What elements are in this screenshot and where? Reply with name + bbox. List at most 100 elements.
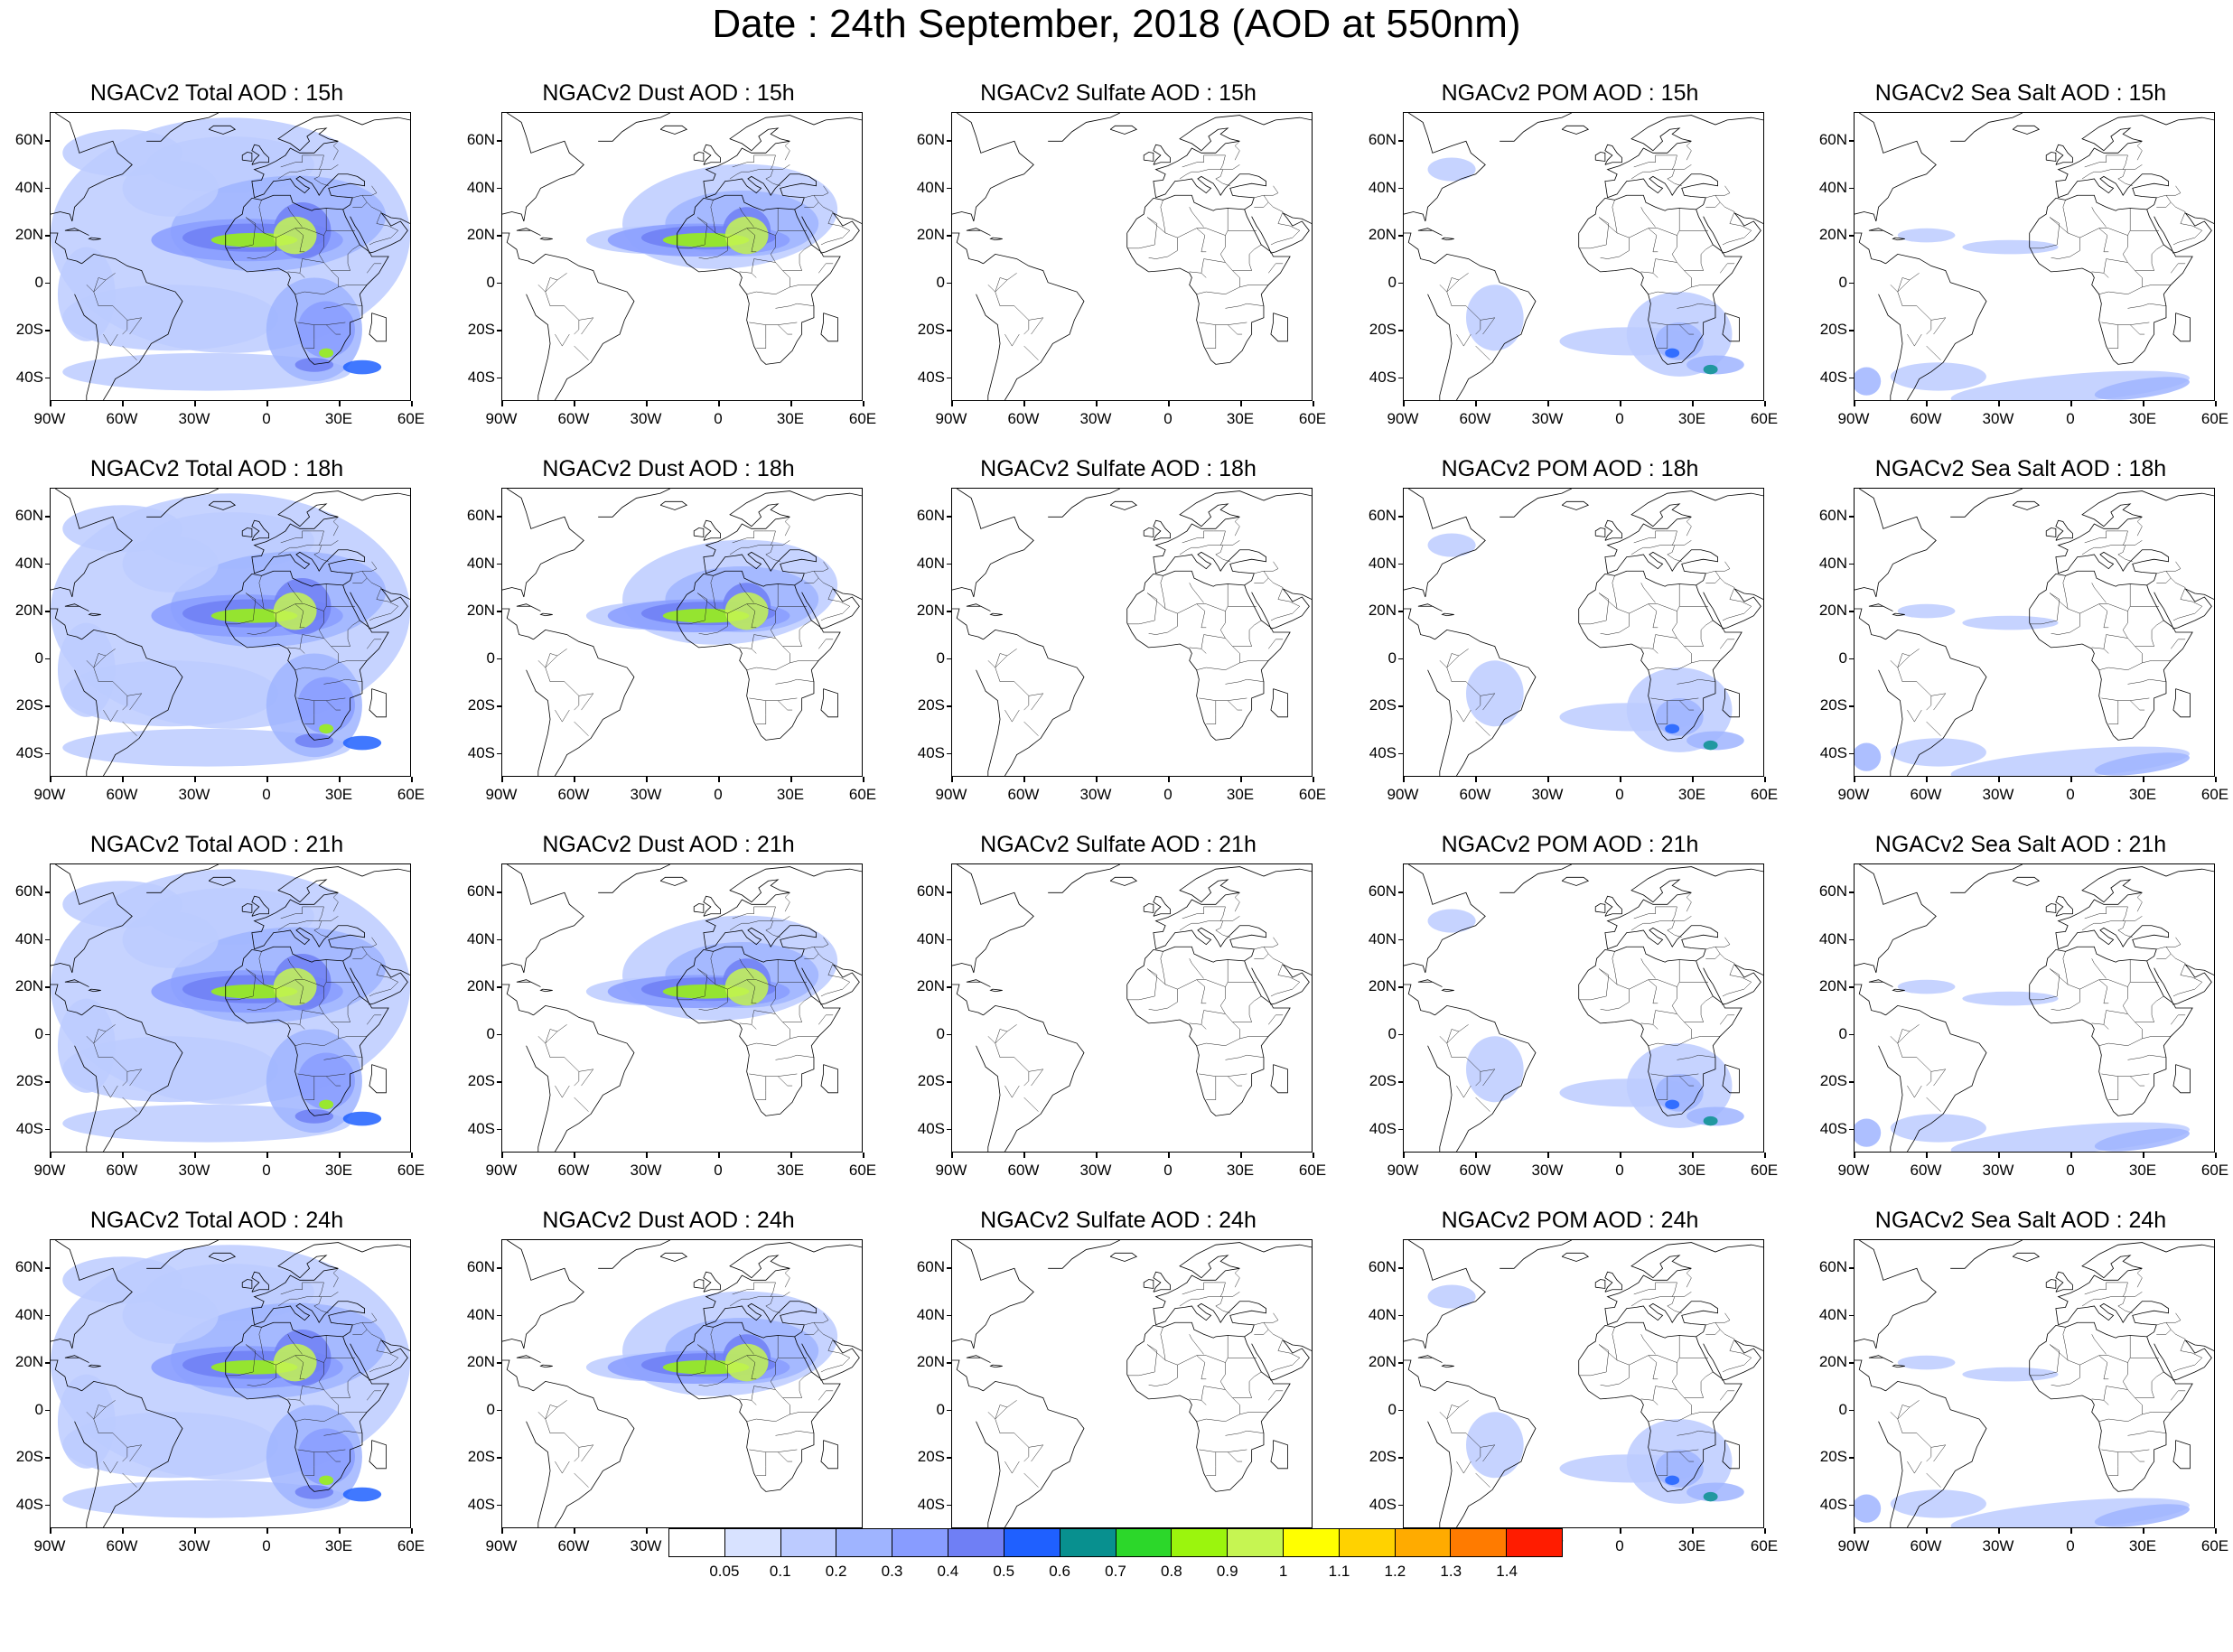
country-border (2122, 906, 2128, 921)
country-border (739, 207, 754, 228)
aod-shade (724, 1343, 769, 1382)
country-border (818, 639, 834, 649)
latitude-label: 60N (466, 1258, 495, 1276)
country-border (2156, 1312, 2182, 1326)
longitude-label: 30E (1677, 786, 1706, 803)
aod-shade (1686, 1106, 1744, 1126)
country-border (1720, 577, 1735, 588)
country-border (765, 545, 780, 563)
coastline (146, 489, 219, 518)
coastline (1604, 1271, 1622, 1293)
country-border (1206, 228, 1252, 271)
latitude-label: 40S (917, 1119, 945, 1137)
longitude-label: 90W (33, 410, 66, 427)
country-border (367, 639, 382, 649)
country-border (2103, 1010, 2128, 1030)
longitude-tick (122, 401, 124, 406)
country-border (294, 1397, 339, 1422)
coastline (693, 152, 705, 162)
coastline (539, 988, 553, 993)
country-border (696, 1344, 757, 1366)
map-panel-dust-0: NGACv2 Dust AOD : 15h 60N 40N 20N 0 20S 40S 90W… (452, 79, 885, 441)
country-border (1648, 270, 1692, 294)
country-border (1215, 920, 1230, 938)
country-border (1439, 1400, 1469, 1420)
latitude-tick (1398, 1128, 1403, 1131)
country-border (574, 1472, 589, 1488)
country-border (789, 1036, 819, 1040)
country-border (1650, 1073, 1699, 1077)
latitude-tick (497, 752, 501, 755)
sulfate-aod-map (952, 113, 1312, 400)
latitude-tick (947, 140, 951, 142)
latitude-label: 60N (916, 1258, 945, 1276)
country-border (1658, 324, 1668, 349)
country-border (2049, 968, 2109, 990)
coastline (952, 1359, 984, 1392)
colorbar-swatch (1395, 1529, 1452, 1556)
latitude-tick (1849, 1267, 1854, 1269)
coastline (1427, 669, 1453, 776)
country-border (677, 1344, 708, 1377)
country-border (1028, 1069, 1044, 1087)
country-border (2156, 937, 2182, 950)
latitude-label: 20S (467, 1072, 495, 1090)
country-border (1598, 1344, 1658, 1366)
latitude-label: 60N (916, 131, 945, 149)
aod-shade (319, 723, 334, 734)
panel-title: NGACv2 POM AOD : 24h (1441, 1208, 1699, 1233)
country-border (2098, 1397, 2143, 1422)
country-border (287, 271, 300, 274)
longitude-tick (2070, 1153, 2072, 1158)
longitude-tick (266, 1528, 268, 1534)
country-border (245, 968, 305, 990)
coastline (241, 527, 253, 537)
longitude-tick (122, 1528, 124, 1534)
latitude-label: 20N (1818, 1353, 1847, 1371)
latitude-label: 40N (916, 929, 945, 947)
country-border (332, 517, 339, 537)
country-border (1446, 277, 1460, 306)
dust-aod-map (502, 1240, 862, 1527)
country-border (2029, 968, 2060, 1001)
country-border (2156, 195, 2172, 208)
coastline (659, 500, 688, 510)
latitude-tick (1849, 1314, 1854, 1317)
coastline (2172, 688, 2191, 718)
country-border (820, 587, 851, 621)
latitude-label: 40S (15, 368, 43, 386)
longitude-label: 60W (106, 410, 138, 427)
country-border (987, 1024, 1017, 1044)
latitude-tick (947, 235, 951, 237)
coastline (254, 549, 365, 586)
country-border (313, 920, 329, 938)
country-border (338, 660, 368, 664)
country-border (2136, 892, 2143, 912)
latitude-label: 40S (1369, 743, 1397, 761)
latitude-tick (45, 1314, 50, 1317)
country-border (1227, 1451, 1243, 1462)
country-border (1179, 540, 1240, 555)
country-border (1446, 653, 1460, 682)
country-border (2151, 244, 2164, 271)
country-border (2142, 660, 2172, 664)
country-border (126, 1069, 143, 1087)
country-border (1600, 613, 1630, 635)
country-border (1225, 1358, 1229, 1363)
country-border (2108, 1451, 2119, 1476)
country-border (1630, 1292, 1692, 1307)
map-panel-seasalt-1: NGACv2 Sea Salt AOD : 18h 60N 40N 20N 0 20S 40… (1804, 455, 2233, 817)
country-border (1671, 1282, 1677, 1297)
latitude-label: 0 (34, 1024, 43, 1042)
latitude-tick (1849, 1409, 1854, 1412)
latitude-label: 20S (1369, 696, 1397, 714)
country-border (2091, 1022, 2104, 1025)
aod-shade (2094, 1504, 2190, 1527)
coastline (251, 1271, 269, 1293)
coastline (2055, 1271, 2073, 1293)
total-aod-map (51, 864, 410, 1152)
coastline (241, 903, 253, 913)
coastline (1404, 984, 1435, 1016)
longitude-tick (646, 1153, 648, 1158)
coastline (705, 925, 817, 962)
